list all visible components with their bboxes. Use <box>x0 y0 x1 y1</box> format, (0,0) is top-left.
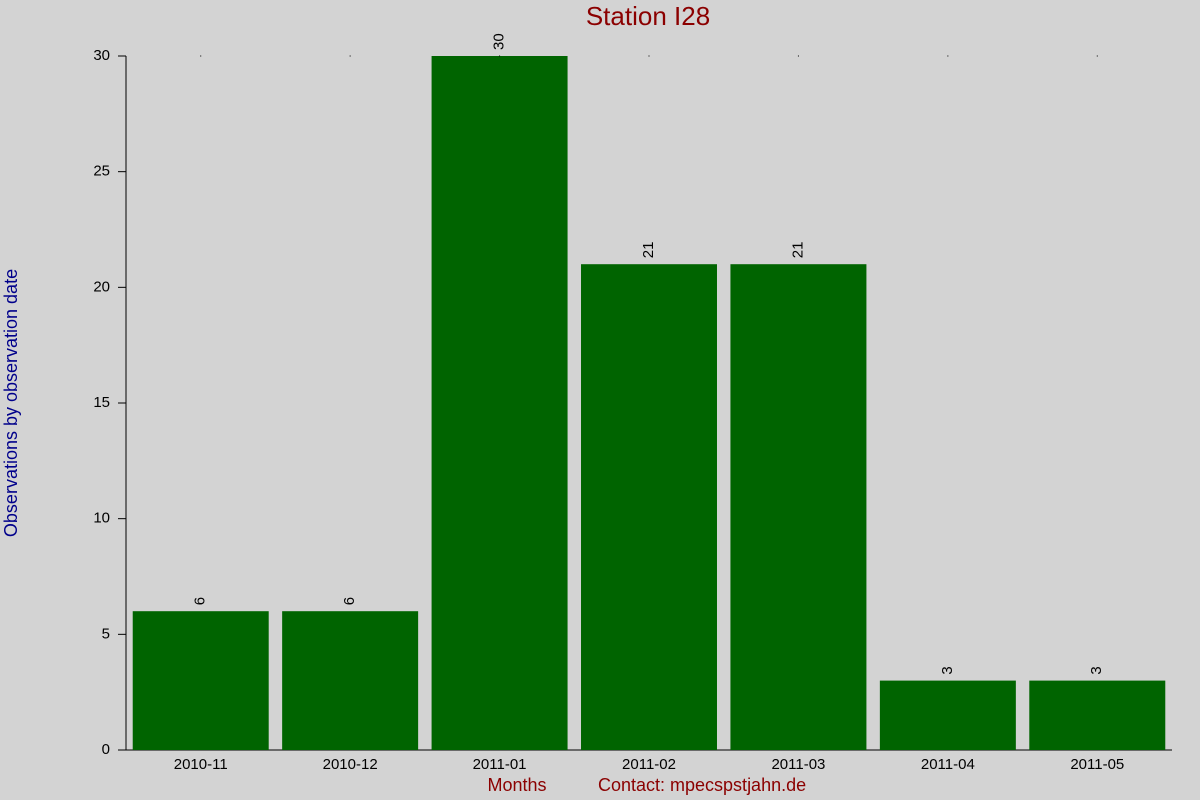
top-tick <box>648 55 650 57</box>
value-label: 21 <box>640 242 657 259</box>
bar <box>581 264 717 750</box>
value-label: 30 <box>491 33 508 50</box>
value-label: 6 <box>192 597 209 605</box>
bar <box>1029 680 1166 750</box>
value-label: 21 <box>789 242 806 259</box>
chart-title: Station I28 <box>586 1 710 31</box>
y-tick-label: 10 <box>93 510 110 527</box>
bar <box>730 264 867 750</box>
top-tick <box>947 55 949 57</box>
top-tick <box>1096 55 1098 57</box>
x-tick-label: 2010-11 <box>174 756 228 773</box>
x-axis-label: Months <box>487 775 546 795</box>
x-tick-label: 2011-05 <box>1070 756 1124 773</box>
y-tick-label: 25 <box>93 163 110 180</box>
x-tick-label: 2011-03 <box>771 756 825 773</box>
top-tick <box>200 55 202 57</box>
contact: Contact: mpecspstjahn.de <box>598 775 806 795</box>
value-label: 3 <box>939 666 956 674</box>
x-tick-label: 2011-02 <box>622 756 676 773</box>
y-tick-label: 15 <box>93 394 110 411</box>
y-tick-label: 0 <box>102 741 110 758</box>
y-tick-label: 30 <box>93 47 110 64</box>
bar <box>132 611 269 750</box>
bar <box>879 680 1016 750</box>
value-label: 3 <box>1088 666 1105 674</box>
value-label: 6 <box>341 597 358 605</box>
y-tick-label: 5 <box>102 625 110 642</box>
bar <box>431 56 568 750</box>
top-tick <box>797 55 799 57</box>
top-tick <box>499 55 501 57</box>
x-tick-label: 2010-12 <box>323 756 378 773</box>
x-tick-label: 2011-04 <box>921 756 975 773</box>
y-axis-label: Observations by observation date <box>1 269 21 537</box>
top-tick <box>349 55 351 57</box>
x-tick-label: 2011-01 <box>473 756 527 773</box>
y-tick-label: 20 <box>93 278 110 295</box>
bar <box>282 611 419 750</box>
